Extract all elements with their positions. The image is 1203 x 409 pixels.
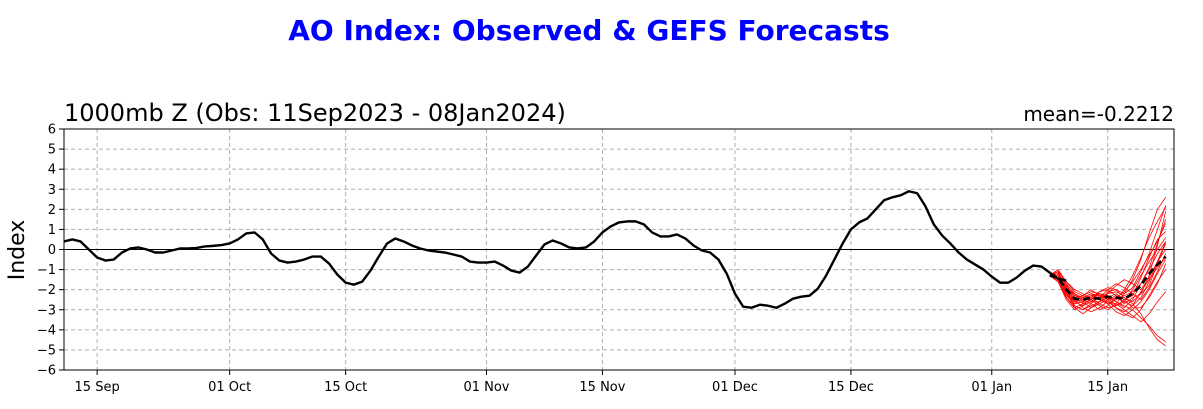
y-tick-label: −1: [37, 263, 56, 278]
x-tick-label: 15 Nov: [579, 380, 625, 395]
y-tick-label: 2: [48, 203, 56, 218]
y-tick-label: −2: [37, 283, 56, 298]
x-tick-label: 15 Dec: [828, 380, 874, 395]
y-axis: −6 −5 −4 −3 −2 −1 0 1 2 3 4 5 6: [37, 123, 64, 379]
x-axis: 15 Sep 01 Oct 15 Oct 01 Nov 15 Nov 01 Dec 15 D…: [75, 370, 1128, 395]
y-axis-label: Index: [5, 220, 30, 281]
x-tick-label: 01 Nov: [463, 380, 509, 395]
x-tick-label: 01 Dec: [712, 380, 758, 395]
x-tick-label: 15 Jan: [1087, 380, 1128, 395]
observed-series: [64, 190, 1067, 309]
ensemble-member-line-12: [1049, 241, 1167, 299]
y-tick-label: 1: [48, 223, 56, 238]
ensemble-mean-line: [1049, 255, 1167, 302]
x-tick-label: 01 Oct: [208, 380, 251, 395]
mean-label: mean=-0.2212: [1023, 102, 1174, 126]
x-tick-label: 15 Oct: [324, 380, 367, 395]
ensemble-mean-series: [1049, 255, 1167, 302]
y-tick-label: −4: [37, 323, 56, 338]
x-tick-label: 15 Sep: [75, 380, 120, 395]
y-tick-label: 5: [48, 143, 56, 158]
ensemble-member-line-13: [1049, 207, 1167, 311]
y-tick-label: 0: [48, 243, 56, 258]
figure-title: AO Index: Observed & GEFS Forecasts: [288, 14, 890, 47]
y-tick-label: 3: [48, 183, 56, 198]
y-tick-label: −6: [37, 364, 56, 379]
x-tick-label: 01 Jan: [971, 380, 1012, 395]
y-tick-label: −5: [37, 343, 56, 358]
y-tick-label: 6: [48, 123, 56, 138]
ensemble-member-line-20: [1049, 243, 1167, 309]
y-tick-label: 4: [48, 163, 56, 178]
ensemble-member-line-18: [1049, 231, 1166, 309]
y-tick-label: −3: [37, 303, 56, 318]
ensemble-member-line-19: [1049, 257, 1167, 307]
plot-title: 1000mb Z (Obs: 11Sep2023 - 08Jan2024): [64, 99, 566, 127]
ensemble-member-line-3: [1049, 197, 1167, 311]
observed-line: [64, 190, 1067, 309]
